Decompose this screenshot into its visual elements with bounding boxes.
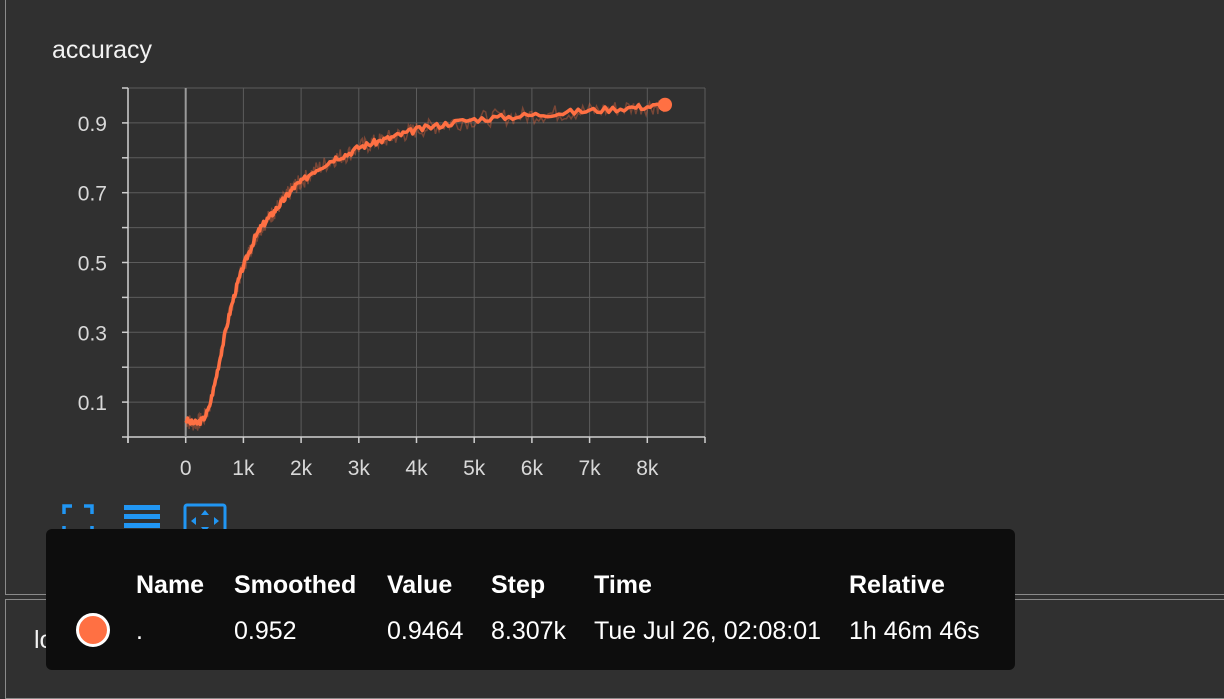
- y-tick-label: 0.7: [78, 183, 107, 206]
- tooltip-header-name: Name: [136, 571, 205, 599]
- chart-grid: [127, 87, 706, 438]
- x-tick-label: 0: [180, 457, 192, 480]
- chart-tooltip: Name Smoothed Value Step Time Relative .…: [46, 529, 1015, 670]
- tooltip-value: 0.9464: [387, 617, 464, 645]
- fullscreen-icon[interactable]: [60, 502, 96, 538]
- tooltip-smoothed: 0.952: [234, 617, 297, 645]
- x-tick-label: 1k: [232, 457, 255, 480]
- x-tick-label: 5k: [463, 457, 486, 480]
- tooltip-relative: 1h 46m 46s: [849, 617, 980, 645]
- x-tick-label: 7k: [579, 457, 602, 480]
- chart-series: [184, 97, 673, 431]
- tooltip-header-value: Value: [387, 571, 453, 599]
- tooltip-step: 8.307k: [491, 617, 567, 645]
- x-tick-label: 6k: [521, 457, 544, 480]
- tooltip-header-step: Step: [491, 571, 546, 599]
- tooltip-header-smoothed: Smoothed: [234, 571, 357, 599]
- x-tick-label: 8k: [636, 457, 659, 480]
- tooltip-header-relative: Relative: [849, 571, 945, 599]
- x-tick-label: 4k: [405, 457, 428, 480]
- series-line: [184, 102, 666, 427]
- y-tick-label: 0.5: [78, 253, 107, 276]
- y-tick-label: 0.1: [78, 392, 107, 415]
- y-tick-label: 0.9: [78, 113, 107, 136]
- raw-series-line: [185, 98, 665, 431]
- x-tick-label: 3k: [348, 457, 371, 480]
- chart-ticks: 0 1k 2k 3k 4k 5k 6k 7k 8k 0.1 0.3 0.5 0.7 0.9: [78, 87, 706, 480]
- y-tick-label: 0.3: [78, 322, 107, 345]
- x-tick-label: 2k: [290, 457, 313, 480]
- chart-title: accuracy: [52, 36, 153, 64]
- tooltip-header-time: Time: [594, 571, 652, 599]
- tooltip-time: Tue Jul 26, 02:08:01: [594, 617, 822, 645]
- tooltip-name: .: [136, 617, 143, 645]
- series-endpoint-marker: [658, 97, 673, 112]
- series-color-swatch: [76, 613, 110, 647]
